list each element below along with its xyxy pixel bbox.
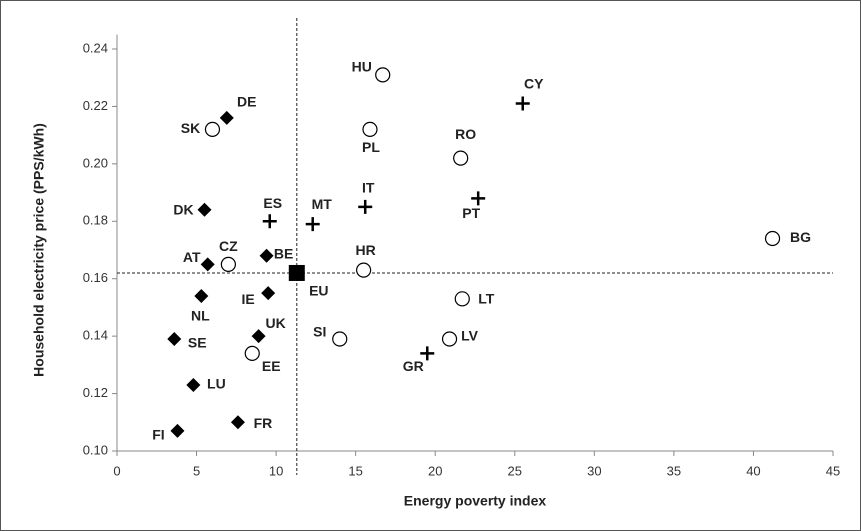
- point: [262, 214, 277, 229]
- point-label: IT: [362, 180, 375, 196]
- x-tick-label: 5: [193, 463, 200, 478]
- point: [170, 423, 185, 438]
- point: [219, 110, 234, 125]
- x-tick-label: 25: [508, 463, 522, 478]
- point-label: HU: [352, 59, 372, 75]
- x-tick-label: 30: [587, 463, 601, 478]
- point: [471, 191, 486, 206]
- point: [441, 331, 458, 347]
- x-tick-label: 40: [746, 463, 760, 478]
- point-label: SE: [188, 335, 207, 351]
- point-label: BG: [790, 229, 811, 245]
- point: [167, 332, 182, 347]
- point: [515, 96, 530, 111]
- y-tick-label: 0.16: [83, 270, 108, 285]
- point-label: NL: [191, 308, 210, 324]
- point: [251, 329, 266, 344]
- y-tick-label: 0.14: [83, 328, 108, 343]
- point-label: LV: [461, 328, 479, 344]
- point-label: CY: [524, 75, 544, 91]
- point: [764, 230, 781, 247]
- point-label: RO: [455, 126, 476, 142]
- point: [261, 286, 276, 301]
- x-tick-label: 20: [428, 463, 442, 478]
- point-label: UK: [265, 315, 285, 331]
- point: [356, 262, 372, 278]
- point-label: EU: [309, 283, 328, 299]
- point: [453, 150, 469, 166]
- point-label: DK: [173, 202, 193, 218]
- point-label: EE: [262, 358, 281, 374]
- point: [305, 217, 320, 232]
- x-tick-label: 15: [348, 463, 362, 478]
- point: [288, 264, 305, 281]
- y-tick-label: 0.24: [83, 40, 108, 55]
- point-label: AT: [183, 249, 201, 265]
- point: [375, 67, 391, 83]
- point-label: PL: [362, 139, 380, 155]
- x-axis-title: Energy poverty index: [404, 493, 547, 509]
- point: [186, 377, 201, 392]
- y-tick-label: 0.18: [83, 213, 108, 228]
- point: [204, 121, 221, 137]
- x-tick-label: 45: [826, 463, 840, 478]
- point: [454, 291, 470, 307]
- y-tick-label: 0.20: [83, 155, 108, 170]
- point: [244, 345, 260, 361]
- y-tick-label: 0.22: [83, 98, 108, 113]
- x-tick-label: 10: [269, 463, 283, 478]
- point-label: LT: [478, 291, 495, 307]
- point-label: GR: [403, 358, 424, 374]
- point: [194, 288, 209, 303]
- point: [220, 256, 236, 272]
- point: [197, 202, 212, 217]
- point: [259, 248, 274, 263]
- point-label: SI: [313, 324, 326, 340]
- point-label: LU: [207, 376, 226, 392]
- point-label: MT: [312, 196, 333, 212]
- point-label: FR: [254, 415, 273, 431]
- y-tick-label: 0.12: [83, 385, 108, 400]
- y-tick-label: 0.10: [83, 442, 108, 457]
- point: [230, 415, 245, 430]
- point: [200, 257, 215, 272]
- point-label: PT: [462, 205, 480, 221]
- point: [358, 199, 373, 214]
- point-label: IE: [242, 291, 255, 307]
- point: [362, 121, 378, 137]
- point-label: BE: [274, 245, 293, 261]
- point: [420, 346, 435, 361]
- point-label: CZ: [219, 238, 238, 254]
- point: [332, 331, 348, 347]
- point-label: DE: [237, 94, 256, 110]
- point-label: ES: [263, 195, 282, 211]
- x-tick-label: 35: [667, 463, 681, 478]
- point-label: SK: [181, 120, 200, 136]
- point-label: FI: [152, 427, 164, 443]
- x-tick-label: 0: [113, 463, 120, 478]
- point-label: HR: [356, 242, 376, 258]
- y-axis-title: Household electricity price (PPS/kWh): [31, 123, 47, 377]
